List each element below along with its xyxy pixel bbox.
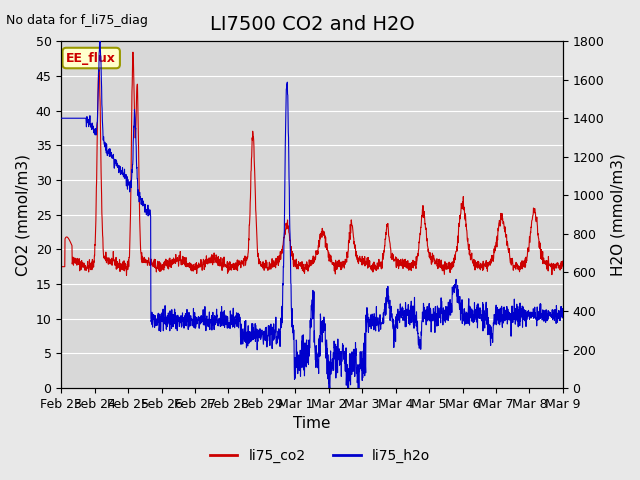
Legend: li75_co2, li75_h2o: li75_co2, li75_h2o — [204, 443, 436, 468]
Title: LI7500 CO2 and H2O: LI7500 CO2 and H2O — [210, 15, 415, 34]
Text: EE_flux: EE_flux — [67, 51, 116, 64]
X-axis label: Time: Time — [293, 417, 331, 432]
Y-axis label: CO2 (mmol/m3): CO2 (mmol/m3) — [15, 154, 30, 276]
Y-axis label: H2O (mmol/m3): H2O (mmol/m3) — [610, 153, 625, 276]
Text: No data for f_li75_diag: No data for f_li75_diag — [6, 14, 148, 27]
